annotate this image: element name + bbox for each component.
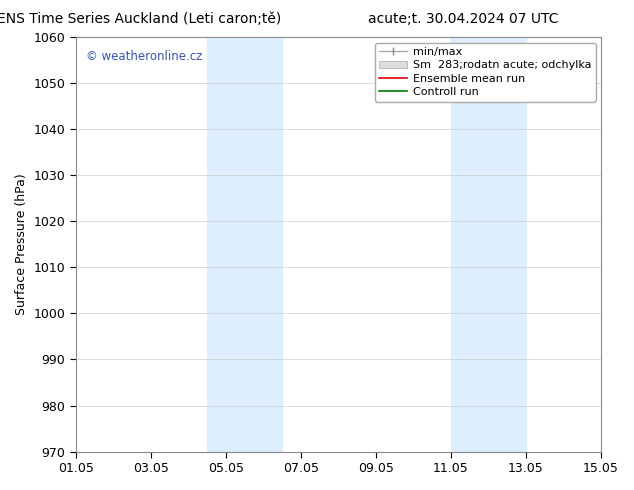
Bar (207, 37, 282, 452)
Y-axis label: Surface Pressure (hPa): Surface Pressure (hPa) (15, 173, 28, 315)
Legend: min/max, Sm  283;rodatn acute; odchylka, Ensemble mean run, Controll run: min/max, Sm 283;rodatn acute; odchylka, … (375, 43, 595, 101)
Bar (451, 37, 526, 452)
Text: © weatheronline.cz: © weatheronline.cz (86, 49, 203, 63)
Text: acute;t. 30.04.2024 07 UTC: acute;t. 30.04.2024 07 UTC (368, 12, 558, 26)
Text: ENS Time Series Auckland (Leti caron;tě): ENS Time Series Auckland (Leti caron;tě) (0, 12, 281, 26)
